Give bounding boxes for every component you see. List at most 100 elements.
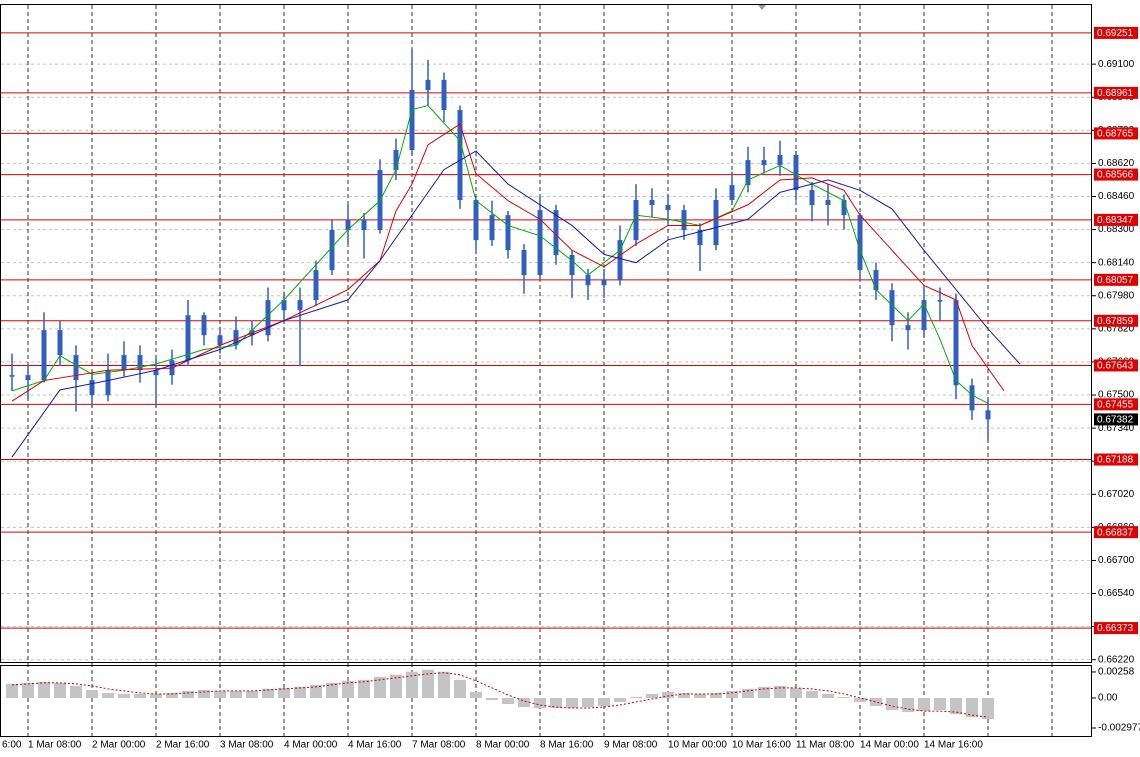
level-label-box xyxy=(1094,86,1138,99)
level-label: 0.66373 xyxy=(1097,623,1134,634)
current-price-box xyxy=(1094,413,1138,426)
histogram-bar xyxy=(326,682,338,698)
histogram-bar xyxy=(422,669,434,698)
histogram-bar xyxy=(70,685,82,698)
signal-line xyxy=(11,672,989,718)
level-label: 0.67643 xyxy=(1097,361,1134,372)
bar-body xyxy=(281,300,287,311)
histogram-bar xyxy=(198,689,210,698)
histogram-bar xyxy=(886,697,898,711)
bar-body xyxy=(393,149,399,171)
bar-body xyxy=(329,229,335,271)
bar-body xyxy=(297,300,303,311)
x-tick-label: 8 Mar 16:00 xyxy=(540,740,594,751)
bar-body xyxy=(985,410,991,420)
histogram-bar xyxy=(598,697,610,707)
x-tick-label: 4 Mar 16:00 xyxy=(348,740,402,751)
histogram-bar xyxy=(646,693,658,698)
histogram-bar xyxy=(662,691,674,698)
histogram-bar xyxy=(278,687,290,698)
histogram-bar xyxy=(838,696,850,698)
histogram-bar xyxy=(614,697,626,703)
x-tick-label: 4 Mar 00:00 xyxy=(284,740,338,751)
indicator-frame xyxy=(0,665,1092,737)
bar-body xyxy=(441,79,447,111)
bar-body xyxy=(345,220,351,230)
moving-average xyxy=(11,104,989,404)
histogram-bar xyxy=(374,676,386,698)
histogram-bar xyxy=(982,697,994,720)
x-tick-label: 7 Mar 08:00 xyxy=(412,740,466,751)
bar-body xyxy=(761,160,767,166)
bar-body xyxy=(153,370,159,376)
histogram-bar xyxy=(118,693,130,698)
bar-body xyxy=(553,210,559,256)
level-label-box xyxy=(1094,314,1138,327)
histogram-bar xyxy=(502,697,514,705)
bar-body xyxy=(809,190,815,205)
bar-body xyxy=(105,370,111,396)
bar-body xyxy=(585,275,591,286)
bar-body xyxy=(633,200,639,241)
bar-body xyxy=(265,300,271,336)
main-frame xyxy=(0,4,1092,663)
bar-body xyxy=(569,255,575,276)
level-label-box xyxy=(1094,127,1138,140)
axes xyxy=(0,4,1092,737)
bar-body xyxy=(425,79,431,90)
level-label-box xyxy=(1094,398,1138,411)
bar-body xyxy=(889,290,895,326)
level-label: 0.68566 xyxy=(1097,170,1134,181)
histogram-bar xyxy=(854,697,866,703)
histogram-bar xyxy=(934,697,946,711)
histogram-bar xyxy=(790,687,802,698)
histogram-bar xyxy=(406,671,418,698)
bar-body xyxy=(777,154,783,166)
histogram-bar xyxy=(86,689,98,698)
level-label: 0.67859 xyxy=(1097,316,1134,327)
histogram-bar xyxy=(950,697,962,715)
bar-body xyxy=(521,250,527,276)
histogram-bar xyxy=(518,697,530,708)
x-tick-label: 2 Mar 16:00 xyxy=(156,740,210,751)
bar-body xyxy=(873,270,879,291)
histogram-bar xyxy=(54,682,66,698)
bar-body xyxy=(537,210,543,276)
y-tick-label: 0.66700 xyxy=(1098,555,1135,566)
bar-body xyxy=(681,210,687,230)
bar-body xyxy=(73,355,79,381)
bar-body xyxy=(649,200,655,205)
bar-body xyxy=(313,270,319,301)
bar-body xyxy=(617,240,623,281)
bar-body xyxy=(745,160,751,186)
histogram-bar xyxy=(22,682,34,698)
bar-body xyxy=(121,355,127,371)
histogram-bar xyxy=(182,690,194,698)
x-tick-label: 1 Mar 08:00 xyxy=(28,740,82,751)
histogram-bar xyxy=(582,697,594,708)
shift-marker xyxy=(758,5,766,10)
histogram-bar xyxy=(902,697,914,713)
histogram-bar xyxy=(678,692,690,698)
y-tick-label: 0.00258 xyxy=(1098,667,1135,678)
bar-body xyxy=(185,315,191,361)
bar-body xyxy=(233,330,239,346)
histogram-bar xyxy=(550,697,562,709)
level-label-box xyxy=(1094,26,1138,39)
histogram-bar xyxy=(742,688,754,698)
y-tick-label: 0.68300 xyxy=(1098,224,1135,235)
current-price-label: 0.67382 xyxy=(1097,415,1134,426)
y-tick-label: -0.002977 xyxy=(1098,723,1140,734)
bar-body xyxy=(905,325,911,331)
x-tick-label: 10 Mar 16:00 xyxy=(732,740,791,751)
histogram-bar xyxy=(342,680,354,698)
bar-body xyxy=(841,200,847,216)
histogram-bar xyxy=(294,686,306,698)
y-tick-label: 0.67820 xyxy=(1098,323,1135,334)
bar-body xyxy=(921,300,927,331)
y-tick-label: 0.00 xyxy=(1098,693,1118,704)
bar-body xyxy=(857,215,863,271)
x-tick-label: 10 Mar 00:00 xyxy=(668,740,727,751)
